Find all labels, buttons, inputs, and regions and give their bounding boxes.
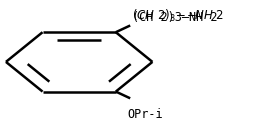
Text: (CH 2)3—NH 2: (CH 2)3—NH 2 (132, 11, 217, 24)
Text: $(CH\ 2)_3\!-\!\!-\!\!NH\ 2$: $(CH\ 2)_3\!-\!\!-\!\!NH\ 2$ (132, 8, 224, 24)
Text: OPr-i: OPr-i (128, 108, 163, 121)
